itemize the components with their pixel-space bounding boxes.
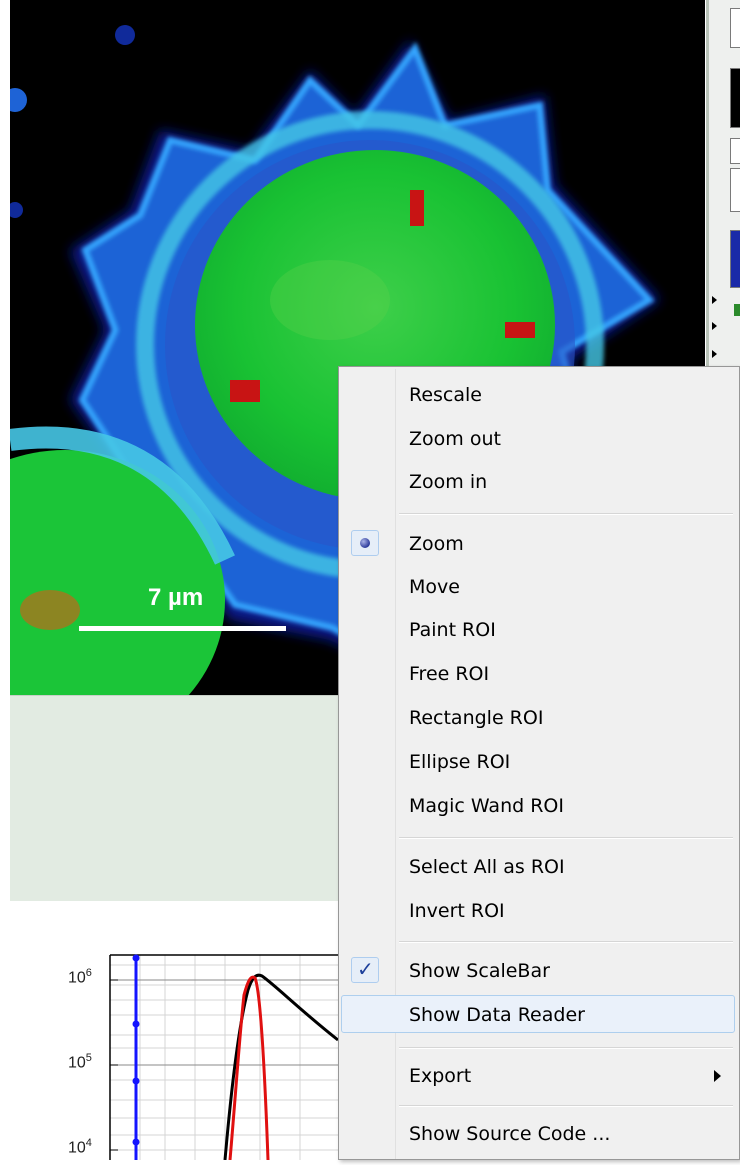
menu-item-label: Rescale (409, 384, 482, 406)
menu-item-rectangle-roi[interactable]: Rectangle ROI (341, 700, 735, 736)
series-blue-markers (132, 954, 140, 1146)
menu-item-label: Move (409, 576, 460, 598)
y-tick-label: 106 (68, 967, 92, 987)
menu-item-rescale[interactable]: Rescale (341, 377, 735, 413)
right-control-5[interactable] (730, 230, 740, 288)
menu-item-show-source-code[interactable]: Show Source Code ... (341, 1116, 735, 1152)
menu-item-label: Show Source Code ... (409, 1123, 611, 1145)
scalebar (79, 626, 286, 631)
menu-item-label: Export (409, 1065, 472, 1087)
y-tick-label: 105 (68, 1052, 92, 1072)
expand-arrow-icon[interactable] (712, 296, 717, 304)
histogram-plot[interactable]: 106 105 104 (0, 940, 345, 1161)
menu-item-label: Rectangle ROI (409, 707, 544, 729)
menu-item-zoom[interactable]: Zoom (341, 526, 735, 562)
menu-item-free-roi[interactable]: Free ROI (341, 656, 735, 692)
menu-item-label: Show Data Reader (409, 1004, 585, 1026)
menu-item-ellipse-roi[interactable]: Ellipse ROI (341, 744, 735, 780)
menu-item-show-scalebar[interactable]: ✓ Show ScaleBar (341, 953, 735, 989)
plot-canvas (109, 954, 345, 1161)
right-control-1[interactable] (730, 8, 740, 48)
menu-gutter-divider (395, 369, 396, 1159)
image-canvas[interactable]: 7 µm (10, 0, 705, 695)
menu-item-show-data-reader[interactable]: Show Data Reader (341, 995, 735, 1033)
right-control-2[interactable] (730, 68, 740, 128)
menu-item-label: Invert ROI (409, 900, 505, 922)
menu-item-label: Show ScaleBar (409, 960, 550, 982)
right-control-3[interactable] (730, 138, 740, 164)
menu-item-zoom-out[interactable]: Zoom out (341, 421, 735, 457)
menu-item-magic-wand-roi[interactable]: Magic Wand ROI (341, 788, 735, 824)
menu-item-export[interactable]: Export (341, 1058, 735, 1094)
menu-item-label: Free ROI (409, 663, 490, 685)
status-indicator (734, 304, 740, 316)
menu-item-label: Zoom in (409, 471, 488, 493)
menu-item-label: Paint ROI (409, 619, 496, 641)
menu-item-zoom-in[interactable]: Zoom in (341, 464, 735, 500)
y-tick-label: 104 (68, 1137, 92, 1157)
menu-item-select-all-as-roi[interactable]: Select All as ROI (341, 849, 735, 885)
right-control-4[interactable] (730, 168, 740, 212)
menu-item-paint-roi[interactable]: Paint ROI (341, 612, 735, 648)
menu-item-label: Zoom (409, 533, 464, 555)
menu-separator (399, 513, 733, 515)
context-menu: Rescale Zoom out Zoom in Zoom Move Paint… (338, 366, 740, 1160)
radio-dot-icon (360, 538, 370, 548)
menu-separator (399, 941, 733, 943)
check-indicator: ✓ (351, 957, 379, 983)
menu-item-invert-roi[interactable]: Invert ROI (341, 893, 735, 929)
series-black (223, 973, 339, 1161)
menu-item-move[interactable]: Move (341, 569, 735, 605)
series-red (228, 975, 270, 1161)
scalebar-label: 7 µm (148, 584, 204, 611)
microscopy-image (10, 0, 705, 695)
menu-separator (399, 837, 733, 839)
checkmark-icon: ✓ (357, 957, 374, 981)
menu-separator (399, 1105, 733, 1107)
menu-item-label: Zoom out (409, 428, 501, 450)
expand-arrow-icon[interactable] (712, 322, 717, 330)
expand-arrow-icon[interactable] (712, 350, 717, 358)
menu-separator (399, 1047, 733, 1049)
menu-item-label: Select All as ROI (409, 856, 565, 878)
submenu-arrow-icon (714, 1070, 721, 1082)
menu-item-label: Magic Wand ROI (409, 795, 564, 817)
radio-indicator (351, 530, 379, 556)
menu-item-label: Ellipse ROI (409, 751, 511, 773)
